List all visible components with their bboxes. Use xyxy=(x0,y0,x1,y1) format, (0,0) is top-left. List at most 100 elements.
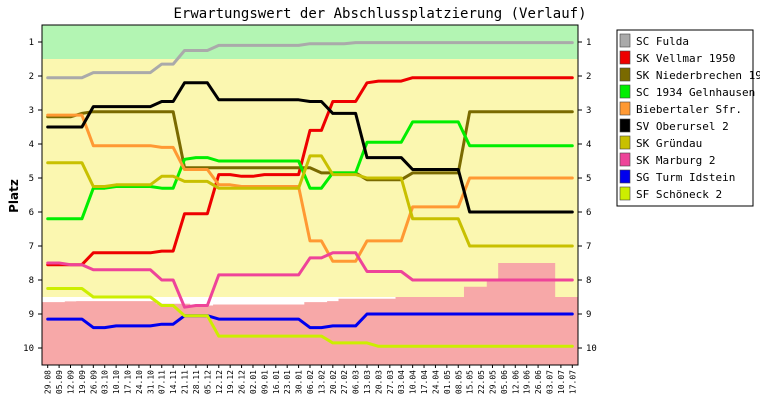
x-tick-label: 19.09 xyxy=(78,370,87,394)
legend-swatch xyxy=(619,67,631,82)
y-tick-label-left: 7 xyxy=(29,242,34,252)
x-tick-label: 15.05 xyxy=(466,370,475,394)
x-tick-label: 10.07 xyxy=(557,370,566,394)
x-tick-label: 20.02 xyxy=(329,370,338,394)
y-tick-label-left: 8 xyxy=(29,276,34,286)
legend-box xyxy=(616,29,754,207)
x-tick-label: 12.09 xyxy=(67,370,76,394)
x-tick-label: 22.05 xyxy=(477,370,486,394)
y-tick-label-left: 5 xyxy=(29,174,34,184)
legend-label: SG Turm Idstein xyxy=(636,171,735,184)
x-tick-label: 19.12 xyxy=(226,370,235,394)
y-tick-label-right: 1 xyxy=(586,38,591,48)
x-tick-label: 26.12 xyxy=(238,370,247,394)
x-tick-label: 20.03 xyxy=(374,370,383,394)
legend-label: SK Vellmar 1950 xyxy=(636,52,735,65)
x-tick-label: 05.09 xyxy=(55,370,64,394)
x-tick-label: 10.10 xyxy=(112,370,121,394)
plot-frame xyxy=(41,24,579,366)
y-tick-label-left: 10 xyxy=(23,344,34,354)
series-line-9 xyxy=(46,312,574,330)
y-tick-label-right: 4 xyxy=(586,140,591,150)
x-tick-label: 17.10 xyxy=(124,370,133,394)
legend-label: SK Gründau xyxy=(636,137,702,150)
x-tick-label: 17.04 xyxy=(420,370,429,394)
legend-swatch xyxy=(619,135,631,150)
y-tick-label-right: 8 xyxy=(586,276,591,286)
legend: SC Fulda SK Vellmar 1950 SK Niederbrechen … xyxy=(616,29,760,207)
legend-swatch xyxy=(619,169,631,184)
legend-swatch xyxy=(619,101,631,116)
y-tick-label-right: 2 xyxy=(586,72,591,82)
y-tick-label-right: 3 xyxy=(586,106,591,116)
y-axis-label: Platz xyxy=(7,179,21,213)
x-tick-label: 09.01 xyxy=(260,370,269,394)
y-tick-label-left: 9 xyxy=(29,310,34,320)
series-line-5 xyxy=(46,113,574,263)
x-tick-label: 13.03 xyxy=(363,370,372,394)
x-tick-label: 03.10 xyxy=(101,370,110,394)
x-tick-label: 12.12 xyxy=(215,370,224,394)
x-tick-label: 19.06 xyxy=(523,370,532,394)
x-tick-label: 01.05 xyxy=(443,370,452,394)
series-line-1 xyxy=(46,41,574,80)
y-tick-label-right: 7 xyxy=(586,242,591,252)
x-tick-label: 03.07 xyxy=(545,370,554,394)
x-tick-label: 30.01 xyxy=(295,370,304,394)
y-tick-label-right: 9 xyxy=(586,310,591,320)
y-tick-label-left: 2 xyxy=(29,72,34,82)
x-tick-label: 14.11 xyxy=(169,370,178,394)
legend-swatch xyxy=(619,50,631,65)
series-line-10 xyxy=(46,287,574,348)
legend-label: SK Marburg 2 xyxy=(636,154,715,167)
x-tick-label: 17.07 xyxy=(568,370,577,394)
chart-title: Erwartungswert der Abschlussplatzierung … xyxy=(173,6,586,22)
series-line-2 xyxy=(46,76,574,267)
series-line-4 xyxy=(46,120,574,221)
relegation-zone xyxy=(42,263,578,365)
x-tick-label: 02.01 xyxy=(249,370,258,394)
x-tick-label: 28.11 xyxy=(192,370,201,394)
y-tick-label-left: 1 xyxy=(29,38,34,48)
x-tick-label: 26.09 xyxy=(89,370,98,394)
legend-label: SK Niederbrechen 1948 xyxy=(636,69,760,82)
legend-swatch xyxy=(619,84,631,99)
y-tick-label-right: 10 xyxy=(586,344,597,354)
x-tick-label: 29.05 xyxy=(488,370,497,394)
legend-swatch xyxy=(619,118,631,133)
x-tick-label: 08.05 xyxy=(454,370,463,394)
x-tick-label: 07.11 xyxy=(158,370,167,394)
legend-label: SC 1934 Gelnhausen xyxy=(636,86,755,99)
y-tick-label-right: 6 xyxy=(586,208,591,218)
x-tick-label: 24.10 xyxy=(135,370,144,394)
x-tick-label: 24.04 xyxy=(431,370,440,394)
x-tick-label: 27.02 xyxy=(340,370,349,394)
x-tick-label: 21.11 xyxy=(181,370,190,394)
legend-swatch xyxy=(619,152,631,167)
y-tick-label-left: 4 xyxy=(29,140,34,150)
y-tick-label-left: 6 xyxy=(29,208,34,218)
y-tick-label-right: 5 xyxy=(586,174,591,184)
series-line-3 xyxy=(46,110,574,182)
x-tick-label: 26.06 xyxy=(534,370,543,394)
x-tick-label: 16.01 xyxy=(272,370,281,394)
legend-label: Biebertaler Sfr. xyxy=(636,103,742,116)
series-line-6 xyxy=(46,81,574,214)
y-tick-label-left: 3 xyxy=(29,106,34,116)
x-tick-label: 31.10 xyxy=(146,370,155,394)
x-tick-label: 27.03 xyxy=(386,370,395,394)
x-tick-label: 23.01 xyxy=(283,370,292,394)
x-tick-label: 29.08 xyxy=(44,370,53,394)
x-tick-label: 03.04 xyxy=(397,370,406,394)
legend-label: SC Fulda xyxy=(636,35,689,48)
x-tick-label: 06.02 xyxy=(306,370,315,394)
x-tick-label: 06.03 xyxy=(352,370,361,394)
legend-swatch xyxy=(619,186,631,201)
legend-swatch xyxy=(619,33,631,48)
x-tick-label: 10.04 xyxy=(409,370,418,394)
legend-label: SV Oberursel 2 xyxy=(636,120,729,133)
legend-label: SF Schöneck 2 xyxy=(636,188,722,201)
series-line-8 xyxy=(46,251,574,309)
